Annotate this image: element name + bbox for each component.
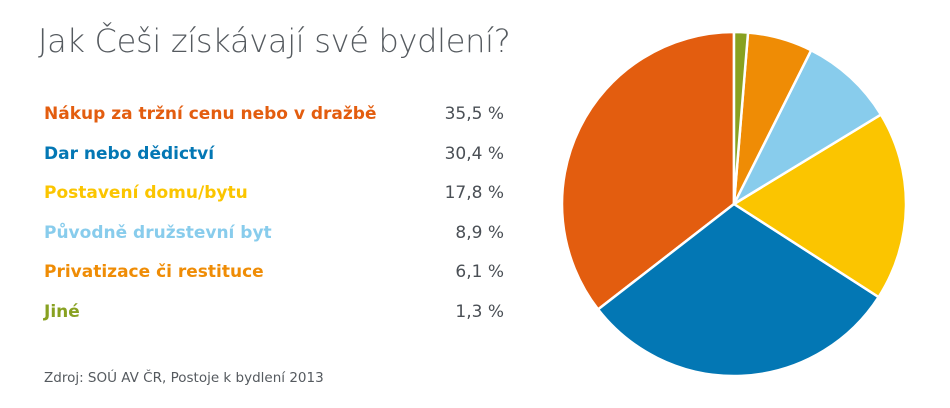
legend-value: 17,8 % <box>444 183 504 203</box>
legend-item: Privatizace či restituce 6,1 % <box>44 258 504 298</box>
legend-label: Privatizace či restituce <box>44 262 264 282</box>
pie-slice <box>732 49 883 206</box>
legend-label: Dar nebo dědictví <box>44 143 215 164</box>
legend-value: 35,5 % <box>444 104 504 124</box>
legend-value: 1,3 % <box>455 301 504 322</box>
legend-item: Nákup za tržní cenu nebo v dražbě 35,5 % <box>44 100 504 140</box>
legend-label: Původně družstevní byt <box>44 222 272 243</box>
pie-slice <box>560 30 736 311</box>
legend-item: Dar nebo dědictví 30,4 % <box>44 140 504 180</box>
legend: Nákup za tržní cenu nebo v dražbě 35,5 %… <box>44 100 504 337</box>
legend-item: Jiné 1,3 % <box>44 298 504 338</box>
pie-slice <box>596 202 880 378</box>
pie-slice <box>732 113 908 299</box>
pie-slice <box>732 30 750 206</box>
legend-label: Postavení domu/bytu <box>44 183 248 203</box>
legend-value: 8,9 % <box>455 222 504 243</box>
legend-label: Jiné <box>44 301 80 322</box>
legend-item: Původně družstevní byt 8,9 % <box>44 219 504 259</box>
source-note: Zdroj: SOÚ AV ČR, Postoje k bydlení 2013 <box>44 370 324 386</box>
legend-value: 30,4 % <box>444 143 504 164</box>
legend-label: Nákup za tržní cenu nebo v dražbě <box>44 104 377 124</box>
legend-item: Postavení domu/bytu 17,8 % <box>44 179 504 219</box>
chart-title: Jak Češi získávají své bydlení? <box>38 22 511 60</box>
legend-value: 6,1 % <box>455 262 504 282</box>
